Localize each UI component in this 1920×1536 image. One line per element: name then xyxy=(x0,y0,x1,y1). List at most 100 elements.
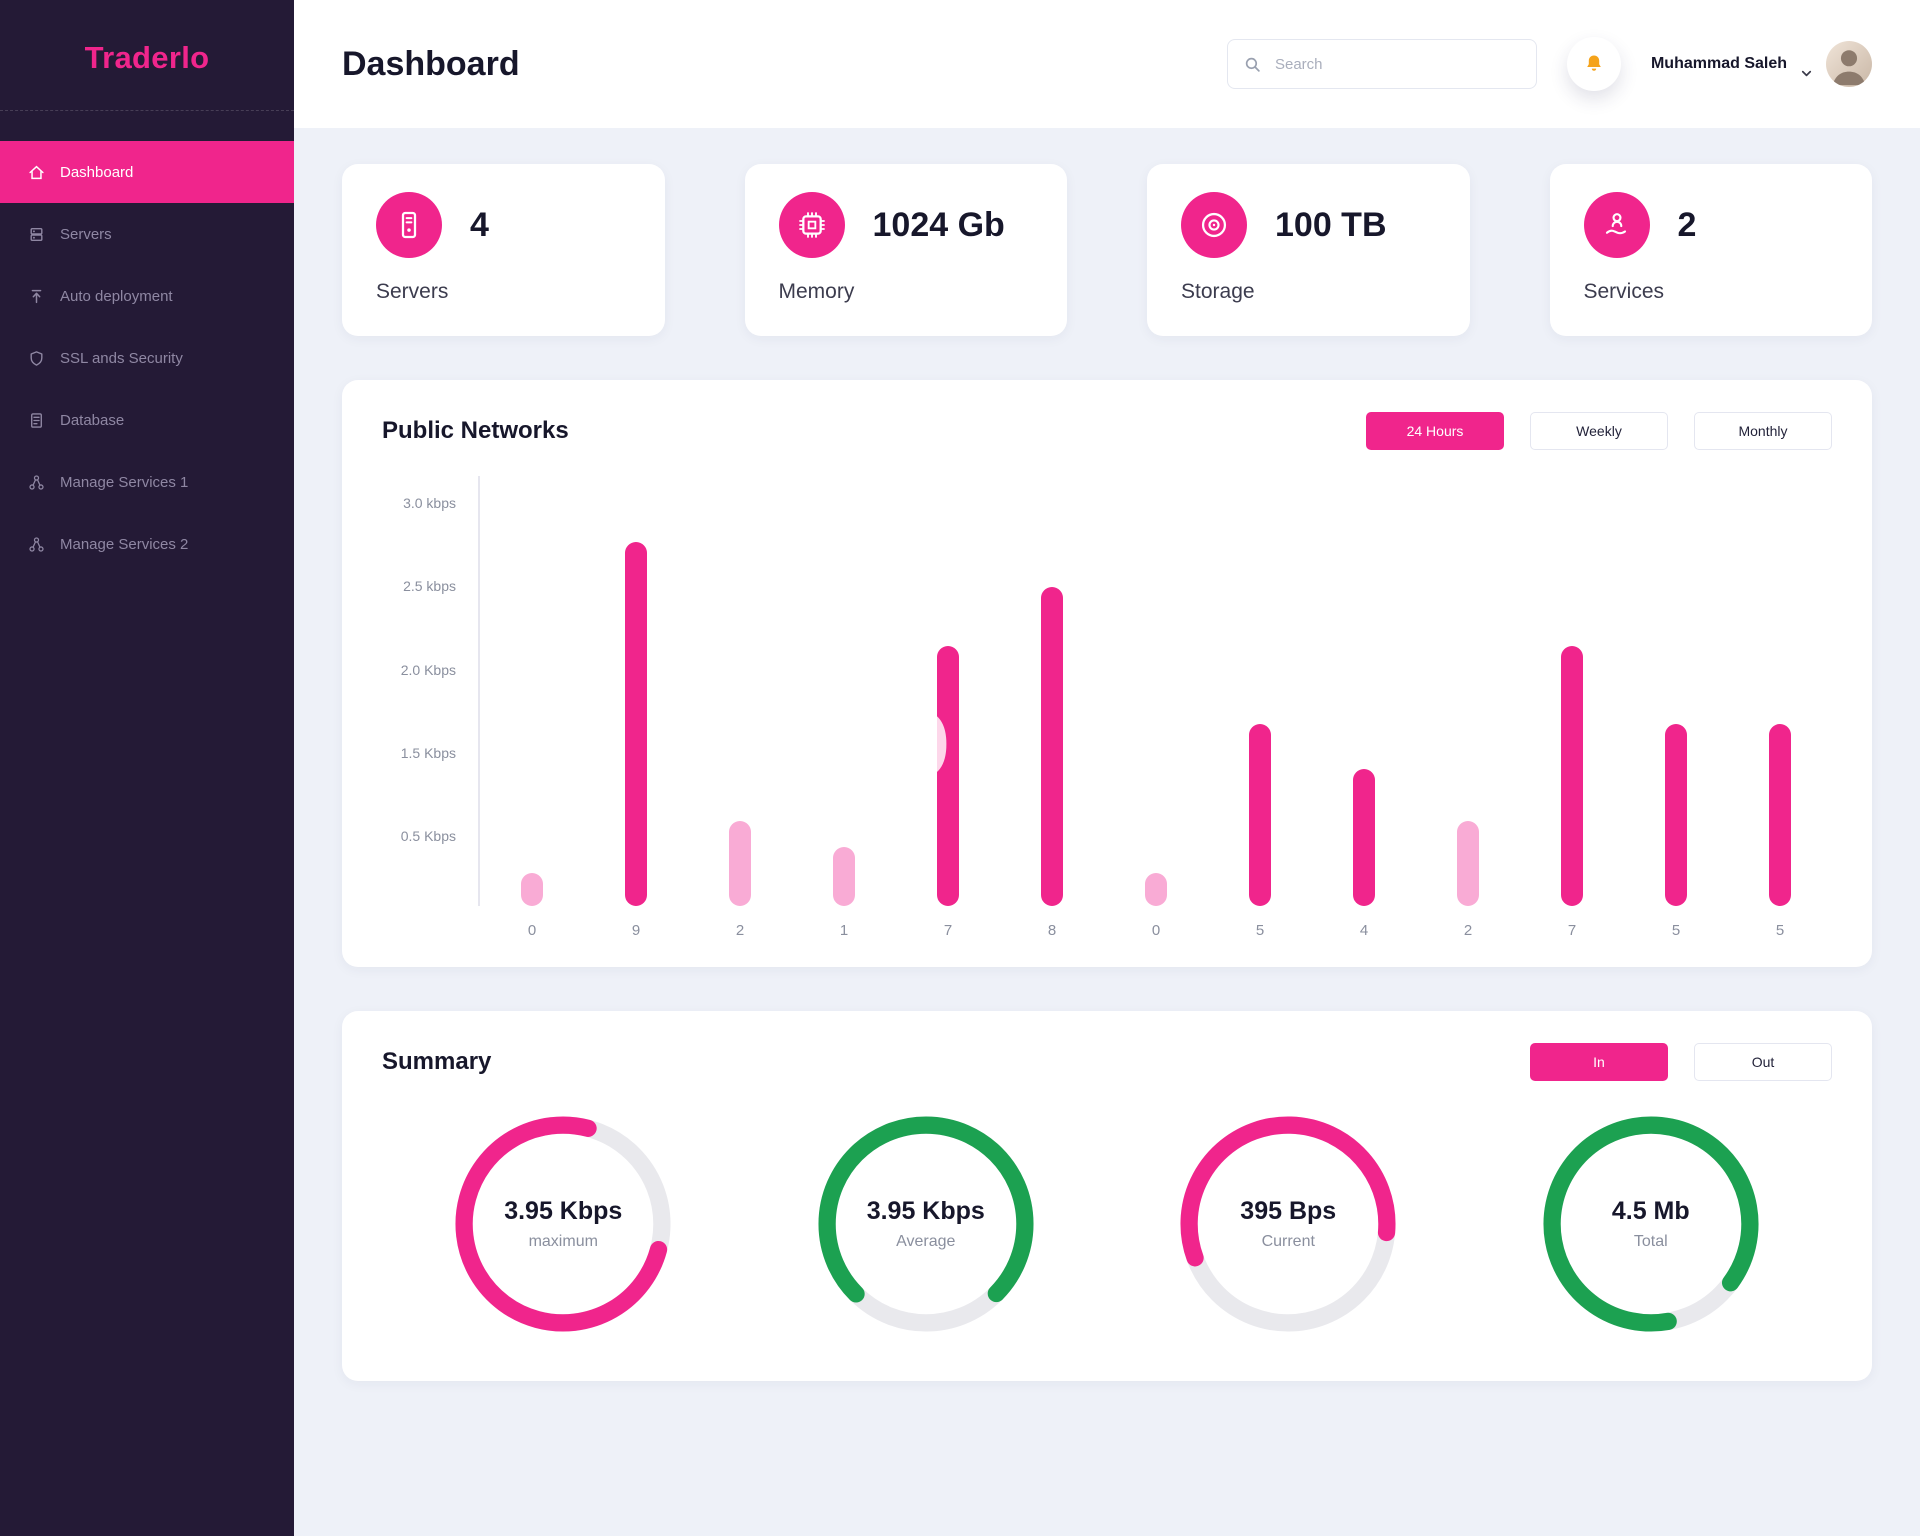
bar-chart: 3.0 kbps 2.5 kbps 2.0 Kbps 1.5 Kbps 0.5 Kbps… xyxy=(382,476,1832,939)
storage-stat-icon xyxy=(1181,192,1247,258)
chart-bar xyxy=(833,847,855,906)
summary-card-header: Summary In Out xyxy=(382,1043,1832,1081)
filter-button-24-hours[interactable]: 24 Hours xyxy=(1366,412,1504,450)
bar-column: 9 xyxy=(584,476,688,939)
sidebar-item-label: Manage Services 2 xyxy=(60,535,189,553)
chart-bar xyxy=(1665,724,1687,906)
bar-slot xyxy=(1457,476,1479,906)
sidebar-item-manage-services-1[interactable]: Manage Services 1 xyxy=(0,451,294,513)
chart-bar xyxy=(1457,821,1479,906)
sidebar-item-ssl-ands-security[interactable]: SSL ands Security xyxy=(0,327,294,389)
sidebar-item-label: Servers xyxy=(60,225,112,243)
bar-column: 7 xyxy=(896,476,1000,939)
chart-bar xyxy=(1249,724,1271,906)
bar-column: 5 xyxy=(1208,476,1312,939)
chart-bar xyxy=(1769,724,1791,906)
gauge-ring xyxy=(818,1116,1034,1332)
stat-label: Storage xyxy=(1181,280,1255,303)
filter-button-weekly[interactable]: Weekly xyxy=(1530,412,1668,450)
x-axis-label: 7 xyxy=(1567,922,1577,939)
chart-bar xyxy=(729,821,751,906)
chart-bar xyxy=(1145,873,1167,906)
stat-label: Servers xyxy=(376,280,449,303)
memory-stat-icon xyxy=(778,192,845,258)
sidebar-item-label: Database xyxy=(60,411,125,429)
sidebar-item-label: Dashboard xyxy=(60,163,134,181)
gauge-label: Average xyxy=(896,1233,956,1250)
sidebar-item-dashboard[interactable]: Dashboard xyxy=(0,141,294,203)
gauges-row: 3.95 Kbps maximum 3.95 Kbps Average 395 Bps C… xyxy=(382,1109,1832,1339)
y-axis-tick-label: 2.0 Kbps xyxy=(400,662,456,678)
database-icon xyxy=(28,412,45,429)
user-name: Muhammad Saleh xyxy=(1650,55,1787,72)
stat-value: 100 TB xyxy=(1275,205,1387,244)
user-menu[interactable]: Muhammad Saleh xyxy=(1651,41,1872,87)
stat-card-storage: 100 TB Storage xyxy=(1147,164,1470,336)
filter-button-monthly[interactable]: Monthly xyxy=(1694,412,1832,450)
y-axis-tick-label: 0.5 Kbps xyxy=(400,828,456,844)
bar-slot xyxy=(625,476,647,906)
bar-slot xyxy=(1249,476,1271,906)
x-axis-label: 4 xyxy=(1359,922,1369,939)
sidebar-item-label: SSL ands Security xyxy=(60,349,183,367)
search-input[interactable] xyxy=(1272,54,1520,74)
tab-button-in[interactable]: In xyxy=(1530,1043,1668,1081)
search-box[interactable] xyxy=(1226,39,1537,89)
stat-card-memory: 1024 Gb Memory xyxy=(744,164,1067,336)
sidebar-item-auto-deployment[interactable]: Auto deployment xyxy=(0,265,294,327)
gauge-center: 3.95 Kbps Average xyxy=(811,1109,1041,1339)
notification-bell-button[interactable] xyxy=(1566,37,1621,91)
stat-card-top: 100 TB xyxy=(1181,192,1436,258)
server-icon xyxy=(28,226,45,243)
search-icon xyxy=(1244,56,1261,73)
bar-slot xyxy=(1353,476,1375,906)
bar-column: 7 xyxy=(1520,476,1624,939)
topbar-right: Muhammad Saleh xyxy=(1226,37,1872,91)
services-icon xyxy=(28,536,45,553)
stat-label: Services xyxy=(1583,280,1665,303)
gauge-ring xyxy=(1543,1116,1759,1332)
x-axis-label: 2 xyxy=(735,922,745,939)
sidebar-divider xyxy=(0,110,294,111)
gauge-label: Current xyxy=(1261,1233,1315,1250)
x-axis-label: 5 xyxy=(1255,922,1265,939)
gauge-maximum: 3.95 Kbps maximum xyxy=(448,1109,678,1339)
y-axis-line xyxy=(478,476,480,906)
sidebar-item-servers[interactable]: Servers xyxy=(0,203,294,265)
gauge-label: maximum xyxy=(528,1233,598,1250)
bar-column: 2 xyxy=(688,476,792,939)
y-axis-tick-label: 1.5 Kbps xyxy=(400,745,456,761)
page-title: Dashboard xyxy=(342,44,520,83)
stat-value: 1024 Gb xyxy=(872,205,1005,244)
gauge-center: 395 Bps Current xyxy=(1173,1109,1403,1339)
chart-bar xyxy=(937,646,959,906)
gauge-value: 395 Bps xyxy=(1240,1197,1337,1225)
bar-slot xyxy=(1769,476,1791,906)
gauge-value: 3.95 Kbps xyxy=(504,1197,623,1225)
sidebar-menu: Dashboard Servers Auto deployment SSL ands … xyxy=(0,141,294,575)
bar-slot xyxy=(1665,476,1687,906)
chart-bar xyxy=(1353,769,1375,906)
sidebar-item-database[interactable]: Database xyxy=(0,389,294,451)
x-axis-label: 5 xyxy=(1775,922,1785,939)
summary-tab-group: In Out xyxy=(1530,1043,1832,1081)
main-area: Dashboard Muhammad Saleh xyxy=(294,0,1920,1536)
stat-label: Memory xyxy=(778,280,855,303)
y-axis-tick-label: 2.5 kbps xyxy=(403,578,456,594)
bar-slot xyxy=(1145,476,1167,906)
bar-column: 5 xyxy=(1728,476,1832,939)
bar-slot xyxy=(1561,476,1583,906)
bar-column: 8 xyxy=(1000,476,1104,939)
bar-slot xyxy=(729,476,751,906)
stat-value: 4 xyxy=(470,205,489,244)
bar-slot xyxy=(833,476,855,906)
stat-card-top: 2 xyxy=(1583,192,1839,258)
sidebar-item-manage-services-2[interactable]: Manage Services 2 xyxy=(0,513,294,575)
y-axis: 3.0 kbps 2.5 kbps 2.0 Kbps 1.5 Kbps 0.5 Kbps xyxy=(382,476,478,906)
gauge-total: 4.5 Mb Total xyxy=(1536,1109,1766,1339)
tab-button-out[interactable]: Out xyxy=(1694,1043,1832,1081)
gauge-ring xyxy=(455,1116,671,1332)
gauge-ring xyxy=(1180,1116,1396,1332)
bar-column: 0 xyxy=(1104,476,1208,939)
